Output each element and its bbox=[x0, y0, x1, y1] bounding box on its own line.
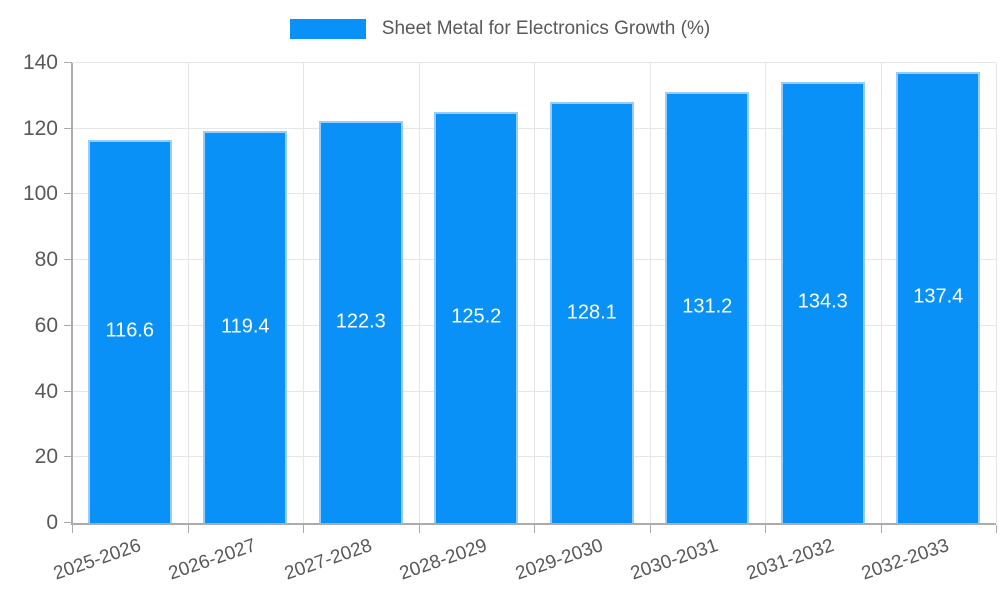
y-axis-tick-label: 60 bbox=[34, 313, 58, 337]
x-axis-tick-label: 2031-2032 bbox=[743, 535, 837, 585]
y-axis-tick-label: 120 bbox=[22, 116, 58, 140]
bar-2029-2030[interactable] bbox=[549, 102, 634, 523]
x-tick-mark bbox=[534, 525, 535, 533]
x-axis-tick-label: 2027-2028 bbox=[281, 535, 375, 585]
x-gridline bbox=[418, 63, 420, 523]
x-axis-tick-label: 2025-2026 bbox=[50, 535, 144, 585]
x-tick-mark bbox=[765, 525, 766, 533]
y-tick-mark bbox=[64, 62, 72, 63]
bar-2032-2033[interactable] bbox=[896, 71, 981, 523]
y-tick-mark bbox=[64, 522, 72, 523]
y-tick-mark bbox=[64, 259, 72, 261]
y-tick-mark bbox=[64, 456, 72, 458]
y-axis-tick-label: 140 bbox=[22, 51, 58, 74]
x-gridline bbox=[303, 63, 304, 523]
x-gridline bbox=[187, 63, 189, 523]
x-tick-mark bbox=[418, 525, 420, 533]
x-tick-mark bbox=[649, 525, 651, 533]
bar-value-label: 131.2 bbox=[682, 295, 733, 318]
bar-2026-2027[interactable] bbox=[203, 130, 288, 523]
bar-value-label: 137.4 bbox=[913, 285, 964, 308]
y-axis-tick-label: 100 bbox=[22, 182, 58, 206]
bar-value-label: 128.1 bbox=[566, 301, 617, 324]
x-gridline bbox=[996, 63, 997, 523]
x-axis-tick-label: 2032-2033 bbox=[859, 535, 953, 585]
x-gridline bbox=[534, 63, 535, 523]
x-axis-line bbox=[72, 523, 996, 525]
x-tick-mark bbox=[996, 525, 997, 533]
y-axis-tick-label: 20 bbox=[34, 445, 58, 469]
bar-value-label: 119.4 bbox=[220, 315, 270, 338]
y-axis-tick-label: 40 bbox=[34, 379, 58, 403]
legend[interactable]: Sheet Metal for Electronics Growth (%) bbox=[0, 18, 1000, 40]
bar-2027-2028[interactable] bbox=[318, 121, 403, 523]
x-axis-tick-label: 2028-2029 bbox=[397, 535, 491, 585]
bar-2028-2029[interactable] bbox=[434, 111, 519, 523]
bar-value-label: 125.2 bbox=[451, 305, 502, 328]
y-tick-mark bbox=[64, 127, 72, 129]
bar-2030-2031[interactable] bbox=[665, 91, 750, 523]
x-tick-mark bbox=[880, 525, 882, 533]
y-axis-line bbox=[71, 63, 73, 525]
bar-value-label: 122.3 bbox=[335, 310, 386, 333]
y-axis-tick-label: 80 bbox=[34, 248, 58, 272]
x-tick-mark bbox=[72, 525, 73, 533]
x-gridline bbox=[649, 63, 651, 523]
y-tick-mark bbox=[64, 324, 72, 326]
x-axis-tick-label: 2026-2027 bbox=[166, 535, 260, 585]
x-tick-mark bbox=[303, 525, 304, 533]
x-gridline bbox=[880, 63, 882, 523]
bar-2031-2032[interactable] bbox=[780, 81, 865, 523]
legend-swatch bbox=[289, 19, 366, 39]
chart-title: Sheet Metal for Electronics Growth (%) bbox=[381, 18, 711, 39]
bar-value-label: 116.6 bbox=[105, 319, 155, 342]
x-axis-tick-label: 2030-2031 bbox=[628, 535, 722, 585]
y-gridline bbox=[72, 62, 996, 63]
y-tick-mark bbox=[64, 390, 72, 392]
x-gridline bbox=[765, 63, 766, 523]
bar-2025-2026[interactable] bbox=[87, 139, 172, 523]
bar-value-label: 134.3 bbox=[797, 290, 848, 313]
y-tick-mark bbox=[64, 193, 72, 195]
x-tick-mark bbox=[187, 525, 189, 533]
x-axis-tick-label: 2029-2030 bbox=[512, 535, 606, 585]
y-axis-tick-label: 0 bbox=[46, 511, 58, 534]
